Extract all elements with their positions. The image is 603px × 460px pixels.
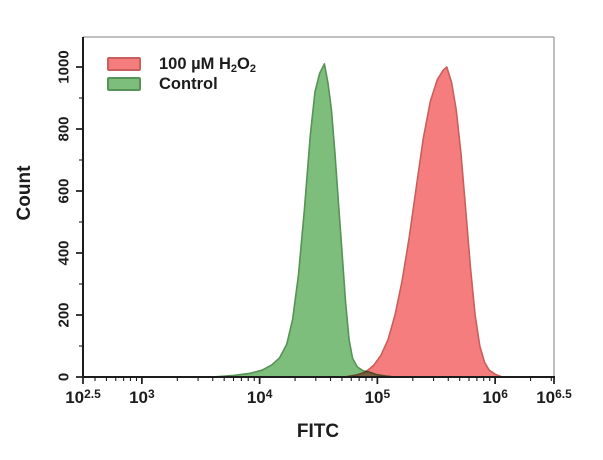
legend-item-control: Control — [107, 76, 256, 92]
x-tick-label: 104 — [246, 386, 273, 407]
x-tick-label: 103 — [129, 386, 155, 407]
h2o2-swatch-icon — [107, 57, 141, 71]
x-axis-title: FITC — [296, 421, 340, 442]
y-tick-label: 800 — [55, 116, 73, 142]
y-tick-label: 200 — [55, 302, 73, 328]
control-swatch-icon — [107, 77, 141, 91]
legend: 100 µM H2O2 Control — [107, 56, 256, 96]
legend-label-h2o2: 100 µM H2O2 — [159, 54, 256, 75]
legend-label-control: Control — [159, 74, 218, 93]
y-axis-title: Count — [14, 165, 35, 221]
x-tick-label: 102.5 — [65, 386, 101, 407]
y-tick-label: 400 — [55, 240, 73, 266]
x-tick-label: 106 — [482, 386, 508, 407]
x-tick-label: 105 — [364, 386, 391, 407]
control-curve — [211, 63, 396, 378]
y-tick-label: 0 — [55, 372, 73, 382]
y-tick-label: 1000 — [55, 50, 73, 84]
y-tick-label: 600 — [55, 178, 73, 204]
h2o2-curve — [343, 66, 503, 378]
legend-item-h2o2: 100 µM H2O2 — [107, 54, 256, 75]
x-tick-label: 106.5 — [536, 386, 572, 407]
